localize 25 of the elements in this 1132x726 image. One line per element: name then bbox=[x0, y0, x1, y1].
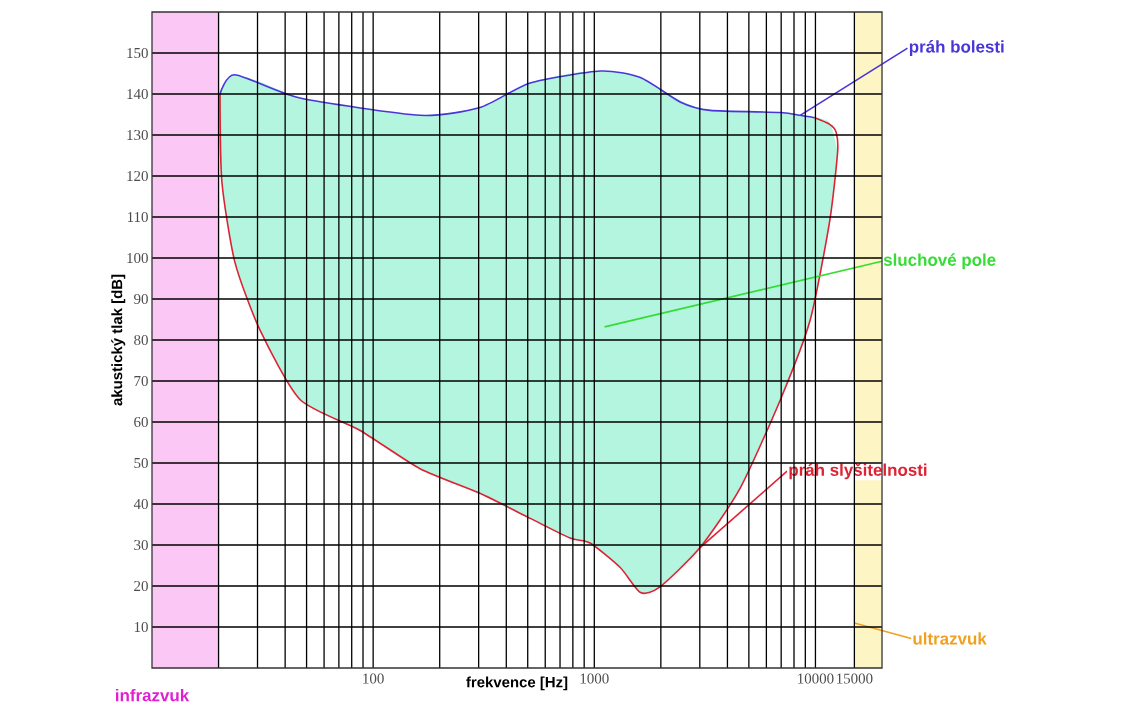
text: práh bolesti bbox=[909, 40, 1004, 57]
y-tick-label: 120 bbox=[127, 170, 148, 182]
y-tick-label: 140 bbox=[127, 88, 148, 100]
y-tick-label: 50 bbox=[134, 457, 148, 469]
y-tick-label: 100 bbox=[127, 252, 148, 264]
y-tick-label: 110 bbox=[127, 211, 148, 223]
y-tick-label: 10 bbox=[134, 621, 148, 633]
y-tick-label: 150 bbox=[127, 47, 148, 59]
band-label: ultrazvuk bbox=[913, 632, 987, 645]
y-tick-label: 90 bbox=[134, 293, 148, 305]
y-tick-label: 20 bbox=[134, 580, 148, 592]
y-tick-label: 30 bbox=[134, 539, 148, 551]
y-tick-label: 70 bbox=[134, 375, 148, 387]
x-tick-label: 100 bbox=[363, 673, 384, 684]
y-tick-label: 80 bbox=[134, 334, 148, 346]
y-tick-label: 60 bbox=[134, 416, 148, 428]
band-label: infrazvuk bbox=[116, 688, 190, 702]
x-tick-label: 15000 bbox=[837, 673, 873, 684]
x-axis-title: frekvence [Hz] bbox=[466, 676, 568, 691]
text: sluchové pole bbox=[883, 253, 996, 270]
x-tick-label: 10000 bbox=[798, 673, 834, 684]
y-axis-title: akustický tlak [dB] bbox=[111, 274, 126, 406]
y-tick-label: 40 bbox=[133, 498, 148, 510]
y-tick-label: 130 bbox=[127, 129, 148, 141]
x-tick-label: 1000 bbox=[580, 673, 609, 684]
